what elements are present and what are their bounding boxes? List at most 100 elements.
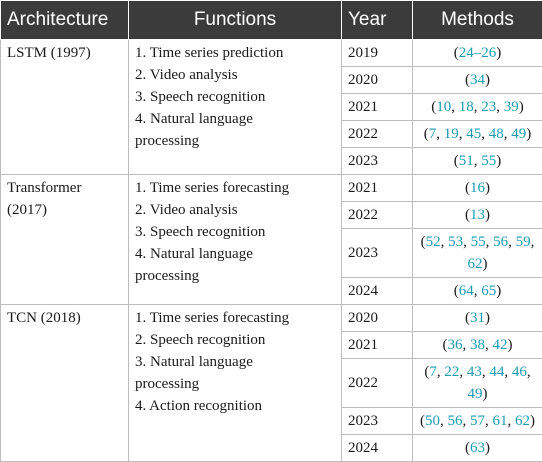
reference-link[interactable]: 39 (504, 99, 519, 115)
reference-link[interactable]: 56 (448, 413, 463, 429)
reference-link[interactable]: 7 (429, 364, 437, 380)
reference-link[interactable]: 36 (448, 337, 463, 353)
header-architecture: Architecture (1, 1, 129, 40)
architecture-cell: Transformer (2017) (1, 175, 129, 305)
paren-close: ) (485, 440, 490, 456)
separator: , (463, 413, 471, 429)
function-line: 3. Speech recognition (135, 86, 335, 108)
reference-link[interactable]: 65 (481, 283, 496, 299)
methods-cell: (7, 22, 43, 44, 46, 49) (413, 359, 542, 408)
separator: , (504, 364, 512, 380)
reference-link[interactable]: 42 (493, 337, 508, 353)
separator: , (463, 337, 471, 353)
methods-cell: (51, 55) (413, 148, 542, 175)
reference-link[interactable]: 16 (470, 180, 485, 196)
reference-link[interactable]: 55 (481, 153, 496, 169)
function-line: 3. Natural language (135, 351, 335, 373)
methods-cell: (13) (413, 202, 542, 229)
function-line: processing (135, 373, 335, 395)
reference-link[interactable]: 53 (448, 234, 463, 250)
year-cell: 2024 (342, 278, 413, 305)
reference-link[interactable]: 13 (470, 207, 485, 223)
separator: , (508, 413, 516, 429)
header-methods: Methods (413, 1, 542, 40)
reference-link[interactable]: 50 (425, 413, 440, 429)
reference-link[interactable]: 56 (493, 234, 508, 250)
reference-link[interactable]: 57 (470, 413, 485, 429)
reference-link[interactable]: 22 (444, 364, 459, 380)
paren-close: ) (496, 153, 501, 169)
reference-link[interactable]: 24–26 (459, 45, 497, 61)
year-cell: 2022 (342, 359, 413, 408)
function-line: 2. Speech recognition (135, 329, 335, 351)
separator: , (441, 234, 449, 250)
reference-link[interactable]: 23 (481, 99, 496, 115)
paren-close: ) (485, 310, 490, 326)
methods-cell: (10, 18, 23, 39) (413, 94, 542, 121)
reference-link[interactable]: 43 (467, 364, 482, 380)
function-line: 4. Natural language (135, 243, 335, 265)
reference-link[interactable]: 51 (459, 153, 474, 169)
separator: , (463, 234, 471, 250)
paren-close: ) (508, 337, 513, 353)
paren-close: ) (530, 413, 535, 429)
reference-link[interactable]: 64 (459, 283, 474, 299)
separator: , (440, 413, 448, 429)
function-line: processing (135, 130, 335, 152)
reference-link[interactable]: 18 (459, 99, 474, 115)
year-cell: 2021 (342, 175, 413, 202)
reference-link[interactable]: 61 (493, 413, 508, 429)
year-cell: 2024 (342, 435, 413, 462)
reference-link[interactable]: 31 (470, 310, 485, 326)
separator: , (436, 126, 444, 142)
methods-cell: (50, 56, 57, 61, 62) (413, 408, 542, 435)
reference-link[interactable]: 49 (511, 126, 526, 142)
paren-close: ) (496, 283, 501, 299)
reference-link[interactable]: 38 (470, 337, 485, 353)
function-line: 2. Video analysis (135, 199, 335, 221)
year-cell: 2020 (342, 67, 413, 94)
reference-link[interactable]: 52 (426, 234, 441, 250)
reference-link[interactable]: 62 (468, 256, 483, 272)
year-cell: 2022 (342, 202, 413, 229)
reference-link[interactable]: 10 (436, 99, 451, 115)
function-line: 2. Video analysis (135, 64, 335, 86)
reference-link[interactable]: 63 (470, 440, 485, 456)
function-line: processing (135, 265, 335, 287)
reference-link[interactable]: 34 (470, 72, 485, 88)
reference-link[interactable]: 59 (516, 234, 531, 250)
separator: , (459, 364, 467, 380)
separator: , (531, 234, 535, 250)
reference-link[interactable]: 48 (489, 126, 504, 142)
architecture-cell: TCN (2018) (1, 305, 129, 462)
function-line: 4. Natural language (135, 108, 335, 130)
reference-link[interactable]: 49 (468, 386, 483, 402)
methods-cell: (34) (413, 67, 542, 94)
separator: , (485, 337, 493, 353)
paren-close: ) (526, 126, 531, 142)
methods-cell: (31) (413, 305, 542, 332)
reference-link[interactable]: 46 (512, 364, 527, 380)
architecture-cell: LSTM (1997) (1, 40, 129, 175)
header-row: Architecture Functions Year Methods (1, 1, 542, 40)
methods-cell: (7, 19, 45, 48, 49) (413, 121, 542, 148)
separator: , (508, 234, 516, 250)
year-cell: 2019 (342, 40, 413, 67)
reference-link[interactable]: 62 (515, 413, 530, 429)
reference-link[interactable]: 19 (444, 126, 459, 142)
paren-close: ) (485, 72, 490, 88)
reference-link[interactable]: 44 (489, 364, 504, 380)
reference-link[interactable]: 45 (466, 126, 481, 142)
header-functions: Functions (129, 1, 342, 40)
function-line: 3. Speech recognition (135, 221, 335, 243)
table-row: Transformer (2017)1. Time series forecas… (1, 175, 542, 202)
year-cell: 2021 (342, 94, 413, 121)
paren-close: ) (483, 256, 488, 272)
separator: , (527, 364, 531, 380)
function-line: 4. Action recognition (135, 395, 335, 417)
reference-link[interactable]: 55 (471, 234, 486, 250)
